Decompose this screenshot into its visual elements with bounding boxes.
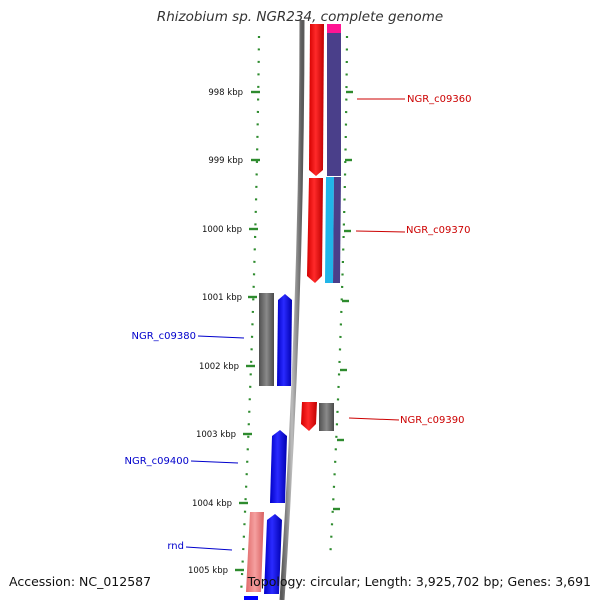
- tick-label-998: 998 kbp: [208, 88, 243, 98]
- scale-ticks: [235, 90, 260, 572]
- tick-label-1003: 1003 kbp: [196, 430, 236, 440]
- label-ngr-c09360[interactable]: NGR_c09360: [407, 94, 472, 105]
- gene-ngr-c09370[interactable]: [307, 178, 323, 283]
- gene-rnd[interactable]: [264, 514, 282, 594]
- gene-ngr-c09390[interactable]: [301, 402, 317, 431]
- gene-rnd-pink[interactable]: [246, 512, 264, 592]
- tick-label-1002: 1002 kbp: [199, 362, 239, 372]
- leader-rnd: [185, 546, 233, 551]
- leader-ngr-c09380: [197, 335, 245, 339]
- gene-ngr-c09380[interactable]: [277, 294, 292, 386]
- leader-ngr-c09390: [348, 417, 400, 421]
- cog-block-cyan: [325, 177, 334, 283]
- tick-label-1000: 1000 kbp: [202, 225, 242, 235]
- tick-label-1001: 1001 kbp: [202, 293, 242, 303]
- gene-ngr-c09360[interactable]: [309, 24, 324, 176]
- cog-block-magenta: [327, 24, 341, 33]
- leader-ngr-c09400: [190, 460, 239, 464]
- leader-ngr-c09370: [355, 230, 406, 233]
- label-ngr-c09370[interactable]: NGR_c09370: [406, 225, 471, 236]
- genome-stats-text: Topology: circular; Length: 3,925,702 bp…: [247, 574, 591, 589]
- tick-label-1005: 1005 kbp: [188, 566, 228, 576]
- genome-backbone: [279, 19, 305, 601]
- cog-block-purple-2: [333, 177, 341, 283]
- label-ngr-c09390[interactable]: NGR_c09390: [400, 415, 465, 426]
- outer-track-left: [239, 35, 261, 596]
- leader-lines: [185, 98, 406, 551]
- outer-track-right: [328, 35, 349, 561]
- label-ngr-c09380[interactable]: NGR_c09380: [132, 331, 197, 342]
- accession-text: Accession: NC_012587: [9, 574, 152, 589]
- genome-title: Rhizobium sp. NGR234, complete genome: [156, 9, 444, 25]
- label-rnd[interactable]: rnd: [167, 541, 184, 552]
- gene-labels: NGR_c09360 NGR_c09370 NGR_c09380 NGR_c09…: [125, 94, 472, 552]
- cog-block-purple-1: [327, 33, 341, 176]
- tick-label-999: 999 kbp: [208, 156, 243, 166]
- gene-ngr-c09400[interactable]: [270, 430, 287, 503]
- scale-ticks-right: [333, 90, 353, 511]
- scale-labels: 998 kbp 999 kbp 1000 kbp 1001 kbp 1002 k…: [188, 88, 243, 576]
- cog-block-grey-c09390: [319, 403, 334, 431]
- cog-block-grey-c09380: [259, 293, 274, 386]
- gene-partial-bottom[interactable]: [244, 596, 258, 600]
- tick-label-1004: 1004 kbp: [192, 499, 232, 509]
- label-ngr-c09400[interactable]: NGR_c09400: [125, 456, 190, 467]
